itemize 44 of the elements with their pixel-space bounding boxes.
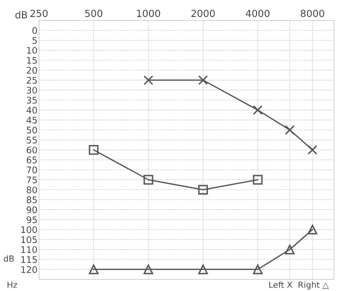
point <box>308 145 318 155</box>
y-tick-label: 35 <box>26 96 37 104</box>
point <box>144 174 154 185</box>
y-tick-label: 5 <box>32 37 37 44</box>
point <box>88 145 99 155</box>
point <box>144 264 154 274</box>
y-tick-label: 100 <box>21 226 37 234</box>
x-tick-label: 1000 <box>137 10 160 18</box>
y-tick-label: 80 <box>26 186 37 194</box>
y-tick-label: 25 <box>26 76 37 84</box>
point <box>198 264 208 274</box>
y-tick-label: 95 <box>26 216 37 224</box>
x-tick-label: 500 <box>85 10 102 18</box>
y-tick-label: 30 <box>26 86 37 94</box>
y-tick-label: 75 <box>26 176 37 184</box>
y-tick-label: 10 <box>27 46 37 54</box>
y-tick-label: 90 <box>26 206 37 214</box>
y-tick-label: 40 <box>26 106 37 114</box>
y-tick-label: 115 <box>21 256 37 263</box>
point <box>88 264 99 274</box>
y-tick-label: 110 <box>21 246 37 254</box>
x-tick-label: 250 <box>30 10 48 18</box>
y-tick-label: 50 <box>26 126 37 134</box>
x-tick-label: 4000 <box>246 10 270 18</box>
y-tick-label: 20 <box>26 66 37 74</box>
y-tick-label: 85 <box>26 196 37 204</box>
y-tick-label: 0 <box>32 27 37 34</box>
point <box>252 264 263 274</box>
y-tick-label: 65 <box>26 156 37 164</box>
y-tick-label: 70 <box>26 166 37 174</box>
point <box>198 184 208 195</box>
text: Left X Right △ <box>269 281 329 290</box>
text: dB <box>4 255 14 262</box>
x-tick-label: 8000 <box>300 10 324 18</box>
y-tick-label: 60 <box>26 146 37 154</box>
y-tick-label: 105 <box>21 236 37 244</box>
x-tick-label: 2000 <box>191 10 215 18</box>
y-tick-label: 55 <box>26 136 37 144</box>
y-axis-title: dB <box>15 10 28 18</box>
y-tick-label: 45 <box>26 116 37 124</box>
point <box>252 174 263 185</box>
y-tick-label: 15 <box>27 57 37 64</box>
text: Hz <box>8 282 18 288</box>
y-tick-label: 120 <box>21 266 37 273</box>
